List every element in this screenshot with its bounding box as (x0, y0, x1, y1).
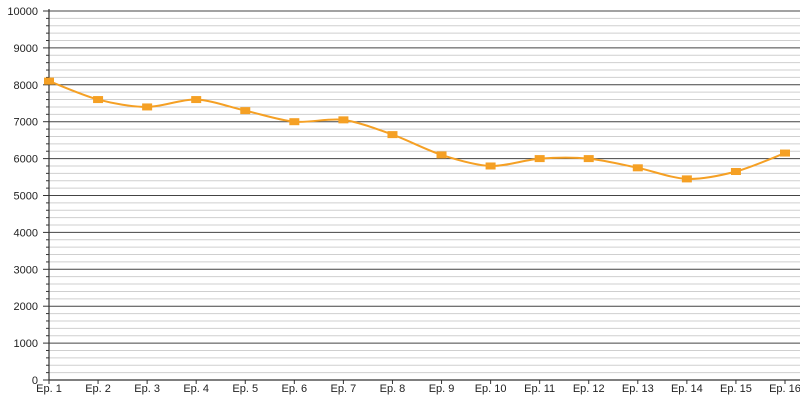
data-point-marker (387, 131, 398, 139)
x-tick-label: Ep. 3 (134, 383, 160, 395)
data-point-marker (583, 155, 594, 163)
x-tick-label: Ep. 4 (183, 383, 209, 395)
data-point-marker (93, 96, 104, 104)
x-tick-label: Ep. 9 (429, 383, 455, 395)
x-tick-label: Ep. 1 (36, 383, 62, 395)
x-tick-label: Ep. 11 (524, 383, 555, 395)
data-point-marker (681, 175, 692, 183)
x-tick-label: Ep. 12 (573, 383, 605, 395)
x-tick-label: Ep. 15 (720, 383, 752, 395)
data-point-marker (485, 162, 496, 170)
data-point-marker (191, 96, 202, 104)
data-point-marker (338, 116, 349, 124)
y-tick-label: 4000 (14, 227, 38, 239)
y-tick-label: 9000 (14, 43, 38, 55)
x-tick-label: Ep. 2 (85, 383, 111, 395)
x-tick-label: Ep. 10 (475, 383, 507, 395)
data-point-marker (44, 77, 54, 85)
x-tick-label: Ep. 7 (331, 383, 357, 395)
y-tick-label: 8000 (14, 80, 38, 92)
x-tick-label: Ep. 16 (769, 383, 800, 395)
y-tick-label: 7000 (14, 117, 38, 129)
y-tick-label: 5000 (14, 191, 38, 203)
data-point-marker (289, 118, 300, 126)
y-tick-label: 10000 (7, 6, 38, 18)
y-tick-label: 1000 (14, 338, 38, 350)
y-tick-label: 3000 (14, 264, 38, 276)
y-tick-label: 2000 (14, 301, 38, 313)
y-tick-label: 6000 (14, 154, 38, 166)
x-tick-label: Ep. 14 (671, 383, 703, 395)
data-point-marker (780, 149, 790, 157)
data-point-marker (632, 164, 643, 172)
data-point-marker (240, 107, 251, 115)
x-tick-label: Ep. 6 (281, 383, 307, 395)
x-tick-label: Ep. 13 (622, 383, 654, 395)
x-tick-label: Ep. 8 (380, 383, 406, 395)
y-tick-label: 0 (32, 375, 38, 387)
data-point-marker (142, 103, 153, 111)
series-line (48, 80, 786, 180)
data-point-marker (730, 168, 741, 176)
data-point-marker (534, 155, 545, 163)
data-point-marker (436, 151, 447, 159)
x-tick-label: Ep. 5 (232, 383, 258, 395)
